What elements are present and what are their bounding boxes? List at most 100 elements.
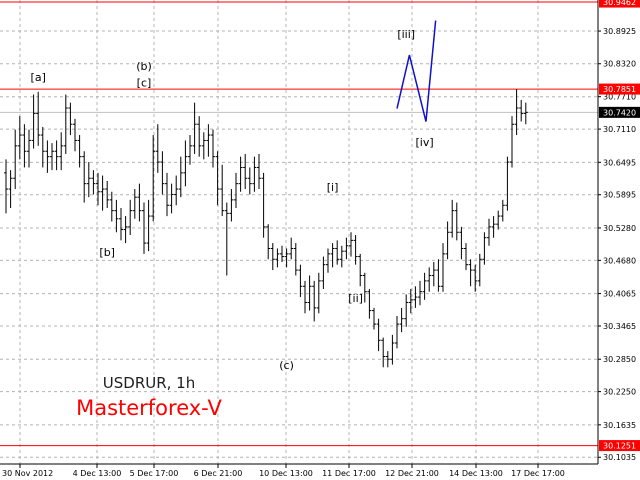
ohlc-bar [261,172,266,238]
ohlc-bar [395,315,399,349]
ohlc-bar [160,151,165,195]
ohlc-bar [270,243,275,271]
price-tick-label: 30.2250 [603,388,636,397]
ohlc-bar [96,172,100,206]
broker-label: Masterforex-V [76,396,222,420]
level-tag-value: 30.1251 [603,442,636,451]
ohlc-bar [307,275,312,311]
ohlc-bar [123,216,128,244]
ohlc-bar [445,221,450,260]
price-tick-label: 30.7110 [603,125,636,134]
price-tick-label: 30.3465 [603,322,636,331]
ohlc-bar [487,218,491,246]
ohlc-bar [132,189,137,219]
ohlc-bar [399,307,404,333]
wave-label: [iii] [397,28,415,41]
ohlc-bar [105,180,110,208]
ohlc-bar [303,280,307,314]
symbol-label: USDRUR, 1h [103,374,195,392]
wave-label: (b) [136,60,152,73]
wave-label: [i] [327,181,339,194]
ohlc-bar [178,156,183,198]
price-tick-label: 30.1035 [603,453,636,462]
ohlc-bar [188,135,192,165]
level-lines [0,1,598,447]
ohlc-bar [473,264,478,292]
wave-label: [b] [99,246,115,259]
wave-label: [a] [31,71,46,84]
ohlc-bar [17,116,22,160]
price-tick-label: 30.2850 [603,355,636,364]
time-tick-label: 17 Dec 17:00 [511,469,565,478]
ohlc-bar [54,140,59,171]
ohlc-bar [477,253,482,287]
ohlc-bar [390,334,395,365]
ohlc-bar [335,240,340,265]
ohlc-bar [73,118,77,152]
level-tag-background [599,106,640,118]
ohlc-bar [31,94,36,149]
ohlc-bar [344,237,349,260]
ohlc-bar [408,288,413,314]
price-axis: 30.8925 30.8320 30.7710 30.7110 30.6495 30.58… [598,27,636,462]
ohlc-bar [482,232,487,265]
ohlc-bar [183,140,188,187]
level-tag-value: 30.9462 [603,0,636,7]
ohlc-bar [206,124,211,157]
ohlc-bar [505,156,510,211]
plot-background [0,0,598,464]
ohlc-bar [321,256,326,289]
ohlc-bar [197,116,202,157]
ohlc-bar [500,199,505,222]
ohlc-bar [326,248,330,273]
ohlc-bar [349,232,353,257]
ohlc-bar [362,272,367,303]
price-tick-label: 30.4065 [603,290,636,299]
ohlc-bar [238,156,243,192]
ohlc-bar [275,248,280,268]
wave-projection [396,20,437,122]
level-tag-background [599,0,640,8]
ohlc-bar [114,199,119,233]
ohlc-bar [491,216,496,238]
ohlc-bar [247,167,252,195]
ohlc-bar [257,153,261,190]
wave-label: (c) [279,359,294,372]
ohlc-bar [413,286,418,308]
ohlc-bar [289,237,294,260]
projection-path [396,20,437,122]
ohlc-bar [50,143,54,171]
level-tag: 30.7420 [599,106,640,118]
ohlc-bar [4,159,8,214]
ohlc-bar [45,140,50,173]
ohlc-bar [146,199,151,252]
ohlc-bar [464,243,468,271]
ohlc-bar [59,132,64,171]
wave-label: [c] [137,76,152,89]
time-tick-label: 4 Dec 13:00 [73,469,122,478]
price-bars [4,89,528,368]
ohlc-bar [418,280,422,306]
ohlc-bar [77,135,82,168]
ohlc-bar [22,124,27,168]
time-tick-label: 6 Dec 21:00 [194,469,243,478]
time-tick-label: 11 Dec 17:00 [322,469,376,478]
ohlc-bar [100,175,105,211]
ohlc-bar [174,175,179,206]
ohlc-bar [316,272,321,314]
ohlc-bar [27,129,31,168]
ohlc-bar [298,264,303,298]
ohlc-bar [220,164,225,217]
wave-label: [iv] [416,136,434,149]
ohlc-bar [431,261,436,287]
ohlc-bar [151,135,156,222]
price-tick-label: 30.6495 [603,158,636,167]
time-axis: 30 Nov 2012 4 Dec 13:00 5 Dec 17:00 6 Dec 2… [2,464,565,478]
time-tick-label: 12 Dec 21:00 [385,469,439,478]
ohlc-bar [353,234,358,265]
ohlc-bar [215,151,220,206]
level-tag-value: 30.7851 [603,85,636,94]
ohlc-bar [427,267,432,292]
ohlc-bar [119,207,123,241]
wave-label: [ii] [348,292,363,305]
